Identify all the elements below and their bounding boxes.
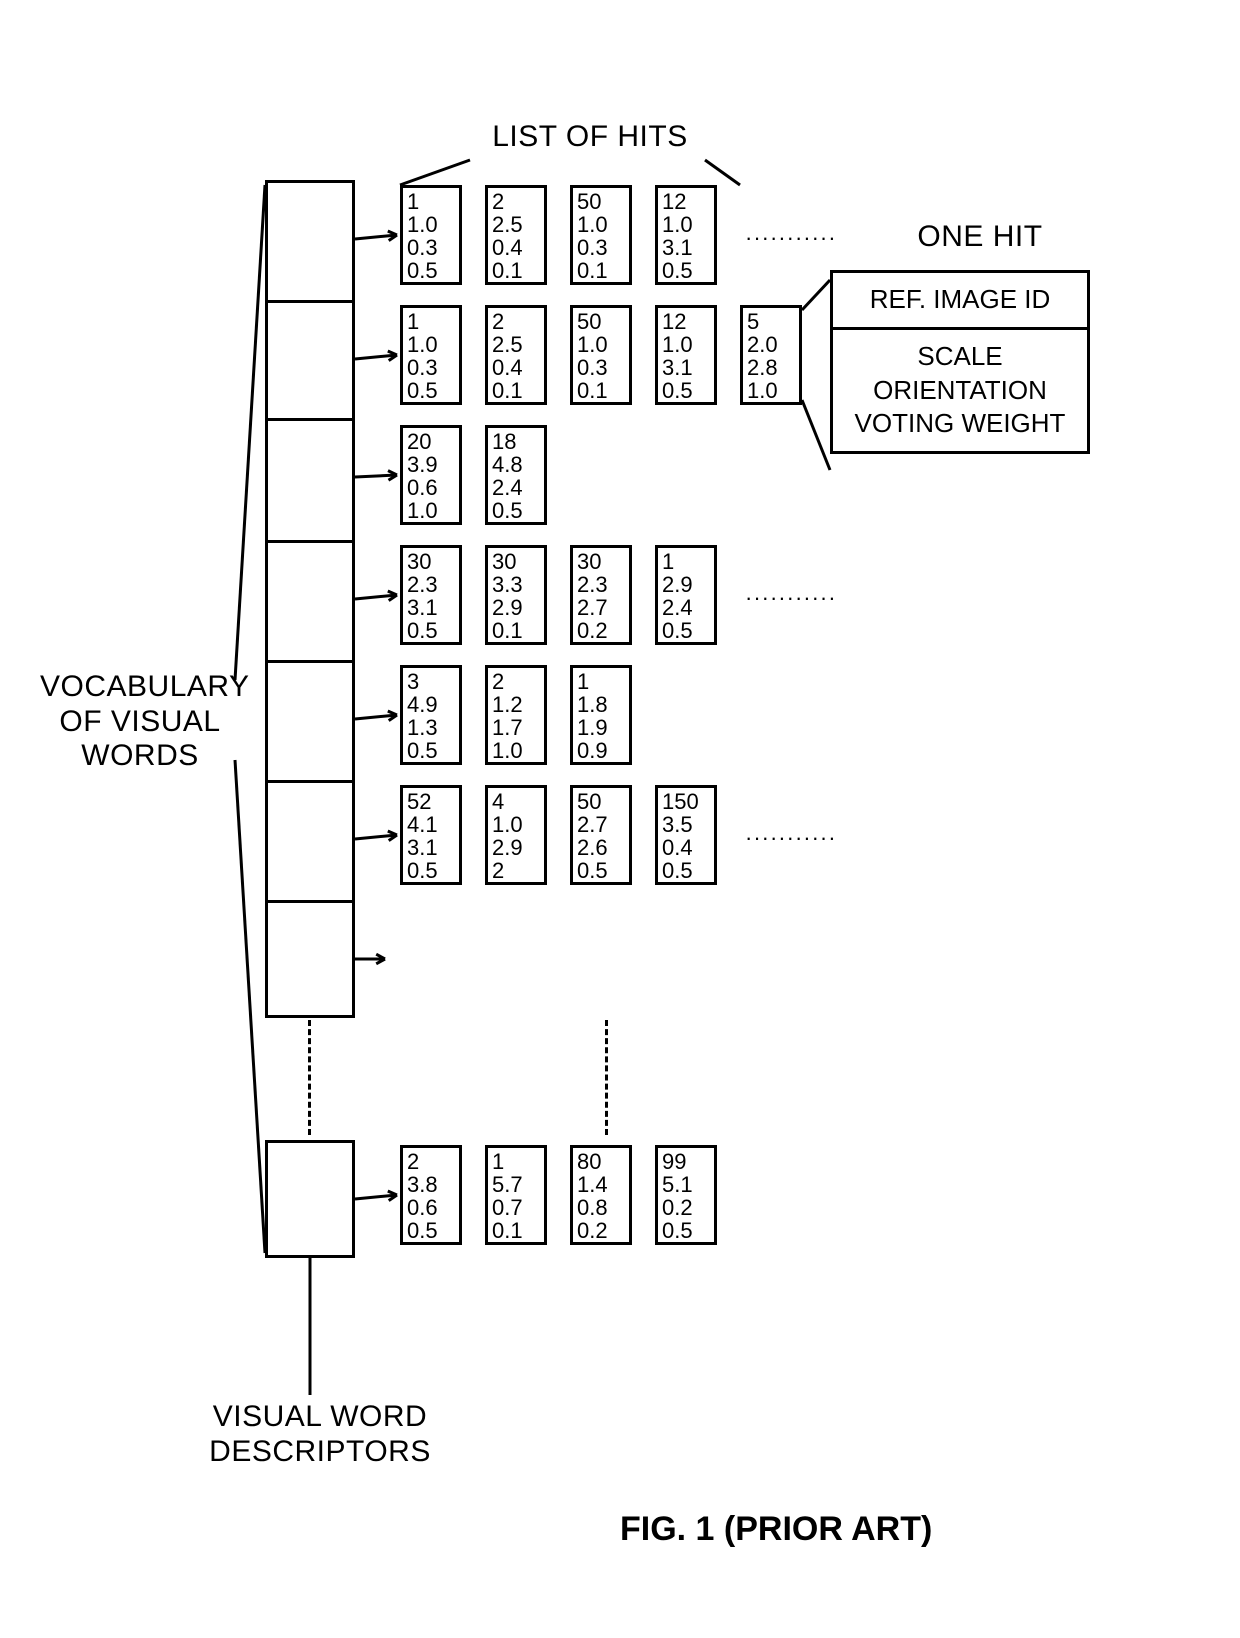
vocab-column-last — [265, 1140, 355, 1258]
hit-box: 203.90.61.0 — [400, 425, 462, 525]
hit-box: 52.02.81.0 — [740, 305, 802, 405]
callout-ref-image-id: REF. IMAGE ID — [833, 273, 1087, 330]
hit-box: 15.70.70.1 — [485, 1145, 547, 1245]
vocab-divider — [265, 300, 355, 303]
vocab-divider — [265, 418, 355, 421]
hit-box: 21.21.71.0 — [485, 665, 547, 765]
hit-box: 501.00.30.1 — [570, 305, 632, 405]
hit-box: 303.32.90.1 — [485, 545, 547, 645]
one-hit-label: ONE HIT — [900, 220, 1060, 255]
callout-scale-orientation-weight: SCALE ORIENTATION VOTING WEIGHT — [833, 330, 1087, 451]
trailing-dots: ··········· — [745, 585, 837, 611]
hit-box: 11.00.30.5 — [400, 185, 462, 285]
vocab-divider — [265, 540, 355, 543]
hit-box: 121.03.10.5 — [655, 305, 717, 405]
hit-box: 1503.50.40.5 — [655, 785, 717, 885]
list-of-hits-label: LIST OF HITS — [460, 120, 720, 155]
hit-box: 41.02.92 — [485, 785, 547, 885]
vocabulary-label: VOCABULARY OF VISUAL WORDS — [40, 670, 240, 774]
vocab-divider — [265, 780, 355, 783]
hit-box: 302.33.10.5 — [400, 545, 462, 645]
hit-box: 524.13.10.5 — [400, 785, 462, 885]
hit-box: 502.72.60.5 — [570, 785, 632, 885]
hits-vertical-dots — [605, 1020, 608, 1135]
figure-caption: FIG. 1 (PRIOR ART) — [620, 1510, 932, 1549]
vocab-divider — [265, 660, 355, 663]
hit-box: 801.40.80.2 — [570, 1145, 632, 1245]
hit-box: 22.50.40.1 — [485, 305, 547, 405]
hit-box: 22.50.40.1 — [485, 185, 547, 285]
hit-box: 11.81.90.9 — [570, 665, 632, 765]
hit-box: 995.10.20.5 — [655, 1145, 717, 1245]
hit-box: 184.82.40.5 — [485, 425, 547, 525]
vocab-divider — [265, 900, 355, 903]
hit-box: 23.80.60.5 — [400, 1145, 462, 1245]
visual-word-descriptors-label: VISUAL WORD DESCRIPTORS — [180, 1400, 460, 1469]
vocab-vertical-dots — [308, 1020, 311, 1135]
hit-box: 121.03.10.5 — [655, 185, 717, 285]
hit-box: 302.32.70.2 — [570, 545, 632, 645]
vocab-column — [265, 180, 355, 1018]
hit-box: 34.91.30.5 — [400, 665, 462, 765]
hit-box: 11.00.30.5 — [400, 305, 462, 405]
hit-box: 501.00.30.1 — [570, 185, 632, 285]
one-hit-callout: REF. IMAGE ID SCALE ORIENTATION VOTING W… — [830, 270, 1090, 454]
hit-box: 12.92.40.5 — [655, 545, 717, 645]
trailing-dots: ··········· — [745, 225, 837, 251]
trailing-dots: ··········· — [745, 825, 837, 851]
